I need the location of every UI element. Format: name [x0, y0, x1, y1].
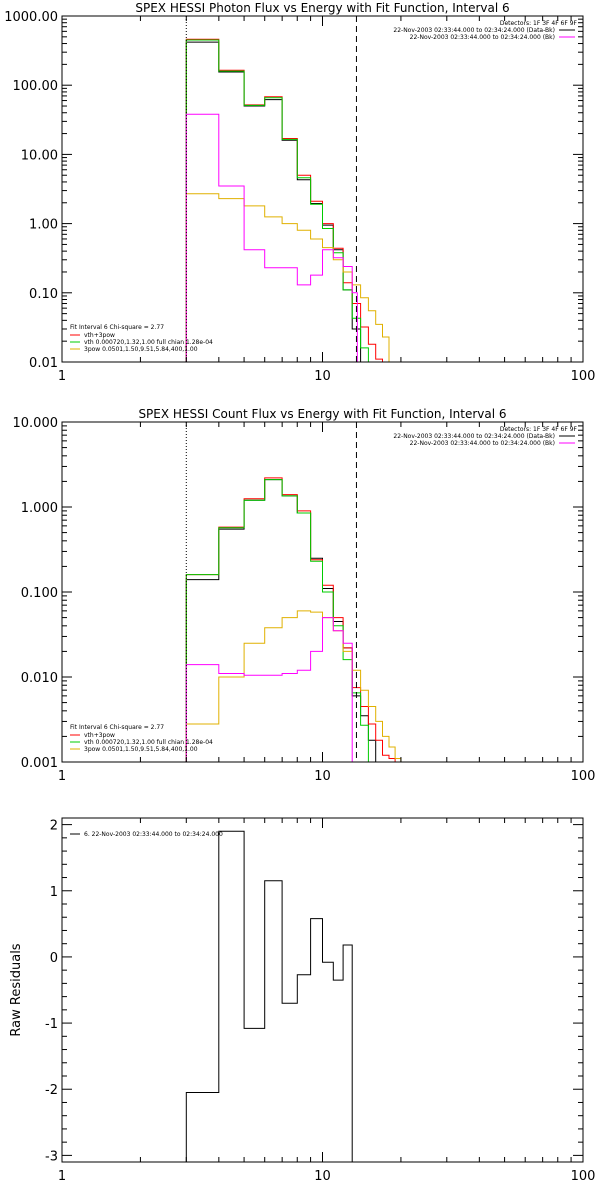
- y-tick-label: -1: [45, 1017, 58, 1032]
- x-tick-label: 100: [571, 369, 596, 384]
- x-tick-label: 1: [58, 1169, 66, 1184]
- y-tick-label: 10.000: [13, 416, 59, 431]
- y-tick-label: 1000.00: [4, 10, 58, 25]
- y-tick-label: -3: [45, 1149, 58, 1164]
- x-tick-label: 1: [58, 769, 66, 784]
- y-tick-label: 2: [50, 819, 58, 834]
- y-tick-label: 0.100: [21, 586, 58, 601]
- legend-entry: 3pow 0.0501,1.50,9.51,5.84,400,1.00: [84, 746, 198, 753]
- y-tick-label: 10.00: [21, 148, 58, 163]
- y-tick-label: -2: [45, 1083, 58, 1098]
- chart-title: SPEX HESSI Photon Flux vs Energy with Fi…: [135, 1, 509, 15]
- legend-entry: vth+3pow: [84, 732, 115, 739]
- x-tick-label: 10: [314, 769, 331, 784]
- legend-title: Fit Interval 6 Chi-square = 2.77: [70, 724, 164, 731]
- legend-entry: 3pow 0.0501,1.50,9.51,5.84,400,1.00: [84, 346, 198, 353]
- chart-residuals: Raw Residuals 1 10 100 -3 -2 -1 0 1 2 6. 22-Nov-20…: [9, 817, 596, 1184]
- legend-entry: vth+3pow: [84, 332, 115, 339]
- legend-title: Fit Interval 6 Chi-square = 2.77: [70, 324, 164, 331]
- series-data-bk: [185, 41, 362, 362]
- plot-frame: [61, 15, 584, 363]
- y-tick-label: 0.001: [21, 756, 58, 771]
- header-line: 22-Nov-2003 02:33:44.000 to 02:34:24.000…: [410, 440, 555, 447]
- y-tick-label: 1.00: [29, 218, 58, 233]
- chart-title: SPEX HESSI Count Flux vs Energy with Fit…: [138, 407, 506, 421]
- chart-photon: SPEX HESSI Photon Flux vs Energy with Fi…: [4, 1, 595, 384]
- header-line: Detectors: 1F 3F 4F 6F 9F: [500, 20, 578, 27]
- y-tick-label: 0.01: [29, 356, 58, 371]
- y-tick-label: 1: [50, 885, 58, 900]
- series-bk: [185, 113, 358, 362]
- y-tick-label: 100.00: [13, 79, 59, 94]
- legend-entry: 6. 22-Nov-2003 02:33:44.000 to 02:34:24.…: [84, 831, 223, 838]
- chart-count: SPEX HESSI Count Flux vs Energy with Fit…: [13, 407, 596, 784]
- legend-entry: vth 0.000720,1.32,1.00 full chian 1.28e-…: [84, 339, 213, 346]
- series-3pow: [185, 193, 390, 362]
- legend-entry: vth 0.000720,1.32,1.00 full chian 1.28e-…: [84, 739, 213, 746]
- series-bk: [185, 617, 353, 762]
- header-line: Detectors: 1F 3F 4F 6F 9F: [500, 426, 578, 433]
- series-vth: [185, 39, 369, 362]
- header-line: 22-Nov-2003 02:33:44.000 to 02:34:24.000…: [393, 433, 555, 440]
- x-tick-label: 10: [314, 369, 331, 384]
- header-line: 22-Nov-2003 02:33:44.000 to 02:34:24.000…: [393, 27, 555, 34]
- y-axis-label: Raw Residuals: [9, 943, 24, 1036]
- x-tick-label: 100: [571, 1169, 596, 1184]
- x-tick-label: 1: [58, 369, 66, 384]
- plot-frame: [61, 817, 584, 1163]
- x-tick-label: 100: [571, 769, 596, 784]
- x-tick-label: 10: [314, 1169, 331, 1184]
- header-line: 22-Nov-2003 02:33:44.000 to 02:34:24.000…: [410, 34, 555, 41]
- y-tick-label: 1.000: [21, 501, 58, 516]
- y-tick-label: 0.010: [21, 671, 58, 686]
- y-tick-label: 0: [50, 951, 58, 966]
- series-residuals: [185, 830, 353, 1162]
- series-vth-3pow: [185, 38, 383, 362]
- y-tick-label: 0.10: [29, 287, 58, 302]
